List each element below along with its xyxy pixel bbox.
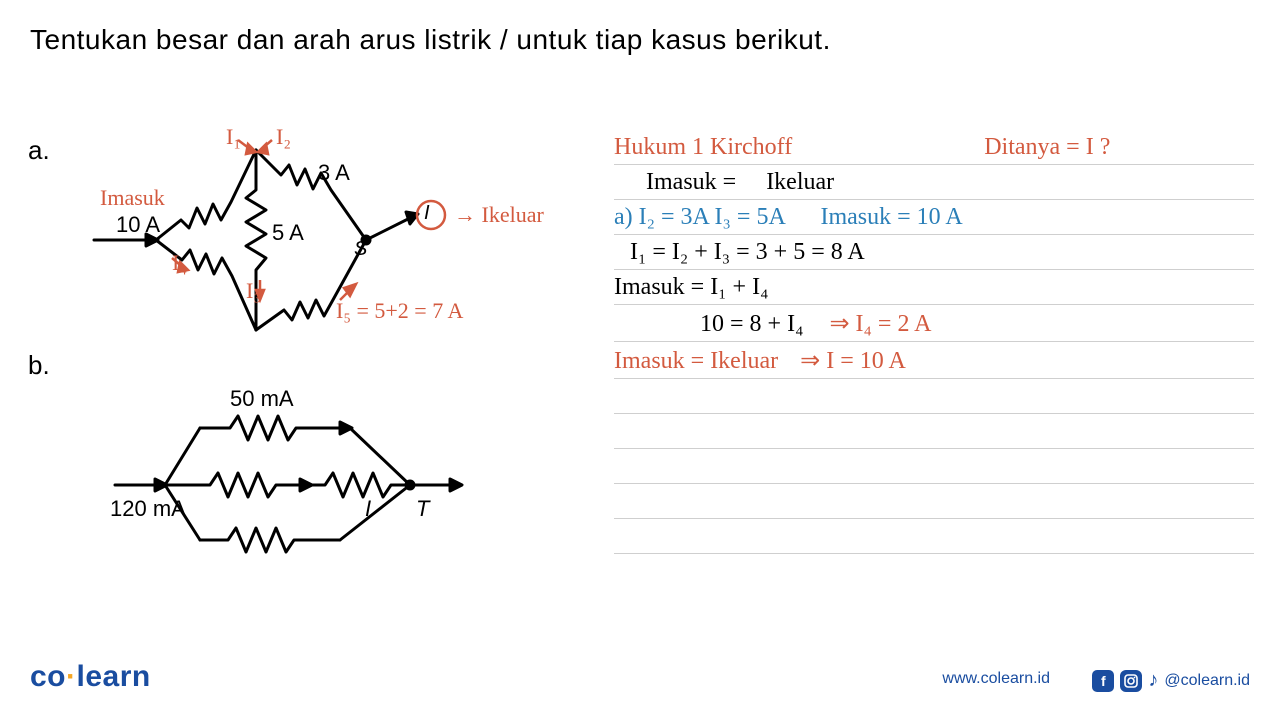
- logo: co·learn: [30, 660, 151, 694]
- facebook-icon: f: [1092, 670, 1114, 692]
- note-ditanya: Ditanya = I ?: [984, 134, 1110, 160]
- footer: co·learn www.colearn.id f ♪ @colearn.id: [0, 654, 1280, 694]
- note-line-blank-5: [614, 519, 1254, 554]
- part-a-label: a.: [28, 135, 50, 166]
- note-i1sum: I₁ = I₂ + I₃ = 3 + 5 = 8 A: [630, 239, 865, 265]
- i4-annotation: I₄: [172, 250, 187, 276]
- five-amp-label: 5 A: [272, 220, 304, 246]
- three-amp-label: 3 A: [318, 160, 350, 186]
- t-label: T: [416, 496, 429, 522]
- i1-annotation: I₁: [226, 124, 241, 150]
- logo-learn: learn: [77, 660, 151, 693]
- note-line-4: I₁ = I₂ + I₃ = 3 + 5 = 8 A: [614, 235, 1254, 270]
- i3-annotation: I₃: [246, 278, 261, 304]
- note-line-blank-1: [614, 379, 1254, 414]
- note-imasuk10: Imasuk = 10 A: [820, 204, 962, 230]
- i-out-label: I: [424, 202, 430, 225]
- footer-url: www.colearn.id: [942, 670, 1050, 688]
- fifty-ma-label: 50 mA: [230, 386, 294, 412]
- ten-amp-label: 10 A: [116, 212, 160, 238]
- tiktok-icon: ♪: [1148, 669, 1158, 692]
- question-text: Tentukan besar dan arah arus listrik / u…: [30, 24, 831, 56]
- note-line-blank-3: [614, 449, 1254, 484]
- social-handle: @colearn.id: [1164, 672, 1250, 690]
- notes-panel: Hukum 1 Kirchoff Ditanya = I ? Imasuk = …: [614, 130, 1254, 554]
- social-group: f ♪ @colearn.id: [1092, 669, 1250, 692]
- note-imasuk-eq: Imasuk =: [646, 169, 736, 195]
- i-label-b: I: [365, 496, 371, 522]
- part-b-label: b.: [28, 350, 50, 381]
- note-line-blank-2: [614, 414, 1254, 449]
- note-kirchoff: Hukum 1 Kirchoff: [614, 134, 792, 160]
- onetwenty-ma-label: 120 mA: [110, 496, 186, 522]
- note-imasuk-keluar: Imasuk = Ikeluar: [614, 348, 778, 374]
- note-line-6: 10 = 8 + I₄ ⇒ I₄ = 2 A: [614, 305, 1254, 342]
- instagram-icon: [1120, 670, 1142, 692]
- note-i4: ⇒ I₄ = 2 A: [829, 311, 931, 337]
- note-line-3: a) I₂ = 3A I₃ = 5A Imasuk = 10 A: [614, 200, 1254, 235]
- circuit-a-diagram: I₁ I₂ 3 A Imasuk 10 A 5 A I₄ I₃ S I → Ik…: [86, 130, 626, 360]
- note-a-vals: a) I₂ = 3A I₃ = 5A: [614, 204, 784, 230]
- note-line-2: Imasuk = Ikeluar: [614, 165, 1254, 200]
- logo-co: co: [30, 660, 66, 693]
- note-10eq: 10 = 8 + I₄: [700, 311, 803, 337]
- circuit-b-svg: [110, 380, 490, 560]
- circuit-b-diagram: 50 mA 120 mA I T: [110, 380, 490, 560]
- i2-annotation: I₂: [276, 124, 291, 150]
- note-line-1: Hukum 1 Kirchoff Ditanya = I ?: [614, 130, 1254, 165]
- i5-expr: I₅ = 5+2 = 7 A: [336, 298, 463, 324]
- note-imasuk-sum: Imasuk = I₁ + I₄: [614, 274, 768, 300]
- imasuk-label: Imasuk: [100, 185, 165, 211]
- ikeluar-label: → Ikeluar: [454, 202, 544, 228]
- note-ikeluar: Ikeluar: [766, 169, 834, 195]
- note-i10: ⇒ I = 10 A: [800, 348, 906, 374]
- logo-dot: ·: [66, 660, 77, 693]
- note-line-5: Imasuk = I₁ + I₄: [614, 270, 1254, 305]
- note-line-7: Imasuk = Ikeluar ⇒ I = 10 A: [614, 342, 1254, 379]
- note-line-blank-4: [614, 484, 1254, 519]
- s-label: S: [354, 238, 367, 261]
